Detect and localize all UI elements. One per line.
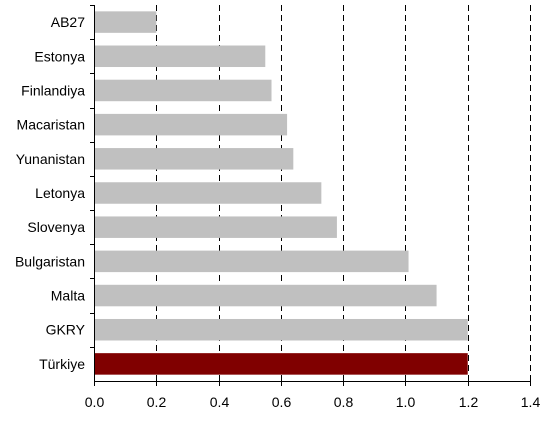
category-label: Finlandiya — [21, 82, 85, 98]
x-tick-label: 0.8 — [334, 394, 354, 410]
bar-slovenya — [94, 216, 337, 238]
x-tick-label: 0.2 — [147, 394, 167, 410]
bar-estonya — [94, 45, 266, 68]
x-tick-label: 1.0 — [396, 394, 416, 410]
x-tick-label: 0.0 — [85, 394, 105, 410]
axes — [90, 5, 531, 386]
x-tick-label: 0.4 — [210, 394, 230, 410]
category-label: Macaristan — [17, 117, 85, 133]
x-tick-label: 1.4 — [521, 394, 540, 410]
bar-yunanistan — [94, 148, 294, 170]
category-label: Slovenya — [27, 219, 85, 235]
category-label: Türkiye — [39, 356, 85, 372]
category-label: AB27 — [51, 14, 85, 30]
bar-malta — [94, 284, 437, 307]
category-label: Estonya — [34, 48, 85, 64]
bar-gkry — [94, 318, 468, 341]
labels: AB27 Estonya Finlandiya Macaristan Yunanista… — [15, 14, 540, 410]
bar-türkiye — [94, 353, 468, 375]
category-label: GKRY — [46, 322, 86, 338]
bar-letonya — [94, 182, 322, 204]
grid-lines — [156, 5, 531, 381]
category-label: Malta — [51, 288, 85, 304]
category-label: Bulgaristan — [15, 253, 85, 269]
x-tick-label: 0.6 — [272, 394, 292, 410]
bar-bulgaristan — [94, 250, 409, 273]
x-tick-label: 1.2 — [459, 394, 479, 410]
category-label: Yunanistan — [16, 151, 85, 167]
bars — [94, 11, 468, 375]
bar-macaristan — [94, 113, 288, 136]
category-label: Letonya — [35, 185, 85, 201]
bar-finlandiya — [94, 79, 272, 102]
bar-ab27 — [94, 11, 157, 33]
